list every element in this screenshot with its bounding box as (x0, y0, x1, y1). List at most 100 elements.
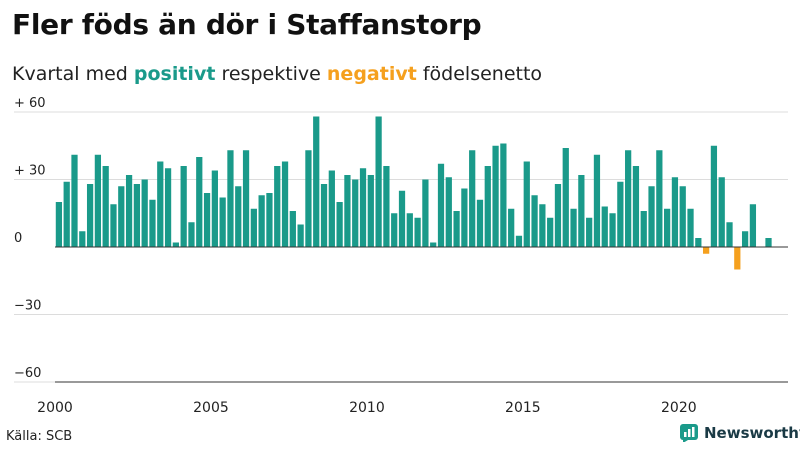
bar (336, 202, 343, 247)
bar (749, 204, 757, 247)
bar (578, 175, 585, 247)
bar (141, 179, 148, 247)
bar (71, 154, 78, 247)
bar (211, 170, 218, 247)
bar (476, 199, 484, 247)
bar (453, 211, 460, 247)
bar (125, 175, 133, 247)
source-label: Källa: SCB (6, 429, 73, 444)
subtitle-text-2: respektive (215, 63, 327, 85)
bar (398, 190, 406, 247)
bar (461, 188, 468, 247)
bar (515, 235, 523, 247)
bar (305, 150, 312, 247)
bar (250, 208, 257, 247)
y-tick-label: 0 (14, 231, 22, 246)
bar (414, 217, 421, 247)
bar (203, 193, 211, 247)
newsworthy-logo-icon (680, 424, 698, 442)
bar (765, 238, 772, 247)
bar (508, 208, 515, 247)
bar (593, 154, 601, 247)
bar (235, 186, 242, 247)
bar (352, 179, 359, 247)
bar (648, 186, 655, 247)
bar (430, 242, 437, 247)
brand-name: Newsworthy (704, 424, 800, 442)
bar (609, 213, 616, 247)
bar (320, 184, 328, 247)
bar (703, 247, 710, 254)
bar (726, 222, 733, 247)
bar (164, 168, 172, 247)
bar (586, 217, 593, 247)
bar (94, 154, 102, 247)
chart-subtitle: Kvartal med positivt respektive negativt… (12, 63, 542, 85)
bar (375, 116, 382, 247)
bar (679, 186, 686, 247)
bar (328, 170, 335, 247)
subtitle-positive: positivt (133, 63, 216, 85)
bar (710, 145, 718, 247)
y-tick-label: −30 (14, 299, 41, 314)
x-tick-label: 2005 (193, 400, 229, 416)
bar (297, 224, 304, 247)
bar (367, 175, 374, 247)
bar (359, 168, 367, 247)
bar (274, 166, 281, 247)
bar (640, 211, 647, 247)
bar (671, 177, 679, 247)
bar (570, 208, 577, 247)
bar (149, 199, 156, 247)
bar (531, 195, 538, 247)
bar (617, 181, 624, 247)
y-tick-label: + 30 (14, 164, 46, 179)
bar (601, 206, 608, 247)
bar (172, 242, 179, 247)
x-tick-label: 2015 (505, 400, 541, 416)
bar (79, 231, 86, 247)
bar (741, 231, 749, 247)
subtitle-text-3: födelsenetto (416, 63, 543, 85)
bar (313, 116, 320, 247)
bar (625, 150, 632, 247)
bar (63, 181, 70, 247)
bar (188, 222, 195, 247)
bar (110, 204, 117, 247)
bar (656, 150, 663, 247)
bar (562, 148, 569, 247)
bar (258, 195, 265, 247)
x-tick-label: 2020 (661, 400, 697, 416)
bar (469, 150, 476, 247)
y-tick-label: + 60 (14, 96, 46, 111)
subtitle-text-1: Kvartal med (12, 63, 134, 85)
x-tick-label: 2000 (37, 400, 73, 416)
bar (687, 208, 694, 247)
bar (227, 150, 234, 247)
subtitle-negative: negativt (326, 63, 417, 85)
bar (664, 208, 671, 247)
bar (422, 179, 429, 247)
bar (539, 204, 546, 247)
bar (500, 143, 507, 247)
bar (55, 202, 63, 247)
bar (102, 166, 109, 247)
bar (180, 166, 187, 247)
bar (86, 184, 94, 247)
y-tick-label: −60 (14, 366, 41, 381)
bar (523, 161, 530, 247)
bar (632, 166, 640, 247)
bar (219, 197, 226, 247)
bar (196, 157, 203, 247)
bar (445, 177, 452, 247)
bar (289, 211, 296, 247)
bar (391, 213, 398, 247)
bar (266, 193, 273, 247)
bar (734, 247, 741, 270)
chart-title: Fler föds än dör i Staffanstorp (12, 8, 482, 41)
x-tick-label: 2010 (349, 400, 385, 416)
bar (437, 163, 445, 247)
bar (118, 186, 125, 247)
bar (383, 166, 390, 247)
